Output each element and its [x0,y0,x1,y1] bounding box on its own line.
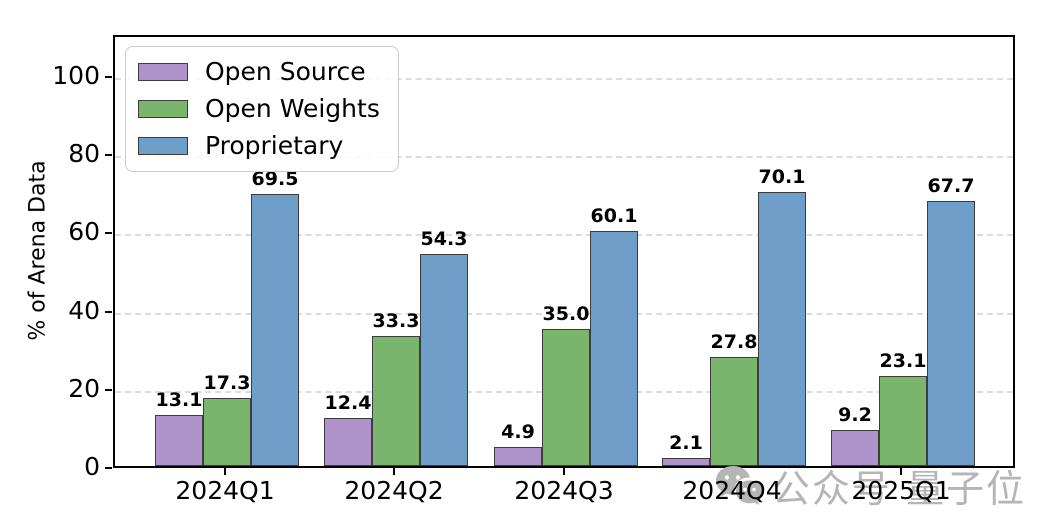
bar-open-source-2024q3 [494,447,542,466]
bar-open-weights-2024q1 [203,398,251,466]
y-tick-20 [105,388,112,391]
y-tick-label: 20 [68,373,100,403]
x-tick-label-2024q2: 2024Q2 [344,476,444,505]
x-tick-label-2024q4: 2024Q4 [682,476,782,505]
y-tick-80 [105,154,112,157]
bar-proprietary-2024q3 [590,231,638,466]
legend-item-proprietary: Proprietary [138,131,380,161]
bar-value-label: 12.4 [324,392,372,414]
gridline-60 [115,234,1013,237]
bar-value-label: 9.2 [838,404,872,426]
bar-open-weights-2024q2 [372,336,420,466]
y-tick-0 [105,467,112,469]
y-tick-label: 0 [84,452,100,481]
gridline-40 [115,312,1013,315]
legend-swatch-open-weights [138,100,188,118]
bar-open-weights-2025q1 [879,376,927,466]
legend-item-open-source: Open Source [138,57,380,87]
x-tick-2025q1 [900,468,902,475]
x-tick-2024q1 [224,468,226,475]
plot-area: 13.1 12.4 4.9 2.1 9.2 17.3 33.3 35.0 27.8 23.1 69.… [113,35,1015,468]
gridline-100 [115,78,1013,80]
legend: Open Source Open Weights Proprietary [125,46,399,172]
bar-value-label: 33.3 [372,310,420,332]
bar-value-label: 69.5 [251,168,299,190]
bar-value-label: 70.1 [758,166,806,188]
bar-open-source-2024q1 [155,415,203,466]
bar-proprietary-2025q1 [927,201,975,466]
bar-value-label: 27.8 [710,331,758,353]
legend-swatch-proprietary [138,137,188,155]
bar-proprietary-2024q4 [758,192,806,466]
x-tick-2024q3 [563,468,565,475]
x-tick-label-2024q1: 2024Q1 [175,476,275,505]
y-tick-60 [105,232,112,235]
gridline-80 [115,156,1013,159]
bar-value-label: 17.3 [203,372,251,394]
x-tick-label-2024q3: 2024Q3 [514,476,614,505]
bar-value-label: 60.1 [590,205,638,227]
x-tick-2024q2 [393,468,395,475]
y-tick-100 [105,76,112,78]
y-axis-label: % of Arena Data [25,159,51,341]
legend-swatch-open-source [138,63,188,81]
bar-value-label: 23.1 [879,350,927,372]
legend-label: Open Weights [205,94,380,123]
bar-value-label: 35.0 [542,303,590,325]
bar-open-weights-2024q3 [542,329,590,466]
bar-value-label: 2.1 [669,432,703,454]
bar-open-source-2024q2 [324,418,372,466]
x-tick-label-2025q1: 2025Q1 [851,476,951,505]
y-tick-label: 40 [68,295,100,325]
bar-value-label: 54.3 [420,228,468,250]
bar-open-source-2025q1 [831,430,879,466]
y-tick-label: 60 [68,217,100,247]
y-tick-label: 100 [52,61,100,90]
y-tick-40 [105,310,112,313]
bar-value-label: 67.7 [927,175,975,197]
legend-label: Open Source [205,57,366,86]
legend-label: Proprietary [205,131,344,160]
legend-item-open-weights: Open Weights [138,94,380,124]
x-tick-2024q4 [731,468,733,475]
bar-open-weights-2024q4 [710,357,758,466]
bar-proprietary-2024q2 [420,254,468,466]
bar-open-source-2024q4 [662,458,710,466]
bar-value-label: 4.9 [501,421,535,443]
bar-proprietary-2024q1 [251,194,299,466]
y-tick-label: 80 [68,139,100,169]
bar-value-label: 13.1 [155,389,203,411]
